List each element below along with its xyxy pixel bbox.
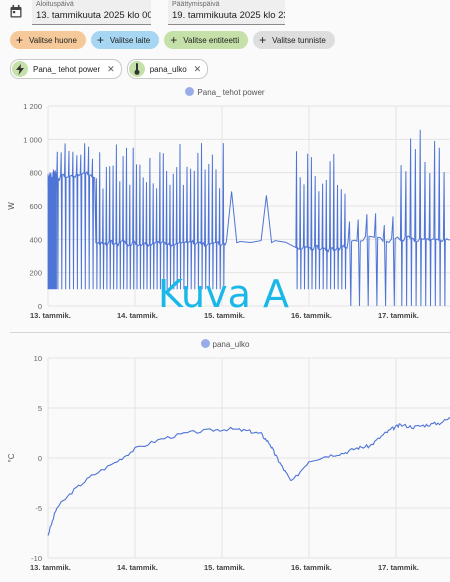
plus-icon: + bbox=[170, 33, 178, 47]
thermometer-icon bbox=[128, 61, 145, 77]
power-chart[interactable]: 0 200 400 600 800 1 000 1 200 13. tammik. 14. ta… bbox=[0, 98, 450, 328]
power-x-tick-label: 14. tammik. bbox=[117, 311, 158, 320]
selected-entity-name: pana_ulko bbox=[149, 64, 187, 74]
power-y-tick-label: 0 bbox=[38, 302, 42, 311]
selected-entity-chip-temperature[interactable]: pana_ulko ✕ bbox=[126, 59, 209, 79]
start-date-value: 13. tammikuuta 2025 klo 00.00 bbox=[36, 10, 151, 21]
remove-icon[interactable]: ✕ bbox=[193, 63, 202, 74]
temperature-x-tick-label: 17. tammik. bbox=[378, 563, 419, 572]
temperature-y-tick-label: -5 bbox=[35, 504, 42, 513]
temperature-y-tick-label: -10 bbox=[31, 554, 42, 563]
power-x-tick-label: 13. tammik. bbox=[30, 311, 71, 320]
choose-area-button[interactable]: + Valitse huone bbox=[10, 31, 86, 49]
calendar-icon[interactable] bbox=[10, 5, 22, 18]
end-date-field[interactable]: Päättymispäivä 19. tammikuuta 2025 klo 2… bbox=[168, 0, 285, 25]
power-y-tick-label: 800 bbox=[29, 169, 42, 178]
temperature-x-tick-label: 16. tammik. bbox=[291, 563, 332, 572]
end-date-value: 19. tammikuuta 2025 klo 23.59 bbox=[172, 10, 285, 21]
legend-dot bbox=[200, 339, 210, 348]
start-date-field[interactable]: Aloituspäivä 13. tammikuuta 2025 klo 00.… bbox=[32, 0, 151, 25]
lightning-icon bbox=[12, 61, 28, 77]
selected-entity-chip-power[interactable]: Pana_ tehot power ✕ bbox=[10, 59, 122, 79]
power-y-tick-label: 600 bbox=[29, 202, 42, 211]
legend-label: Pana_ tehot power bbox=[197, 88, 265, 97]
power-y-axis-label: W bbox=[7, 202, 16, 210]
power-chart-legend[interactable]: Pana_ tehot power bbox=[0, 87, 450, 97]
power-x-tick-label: 15. tammik. bbox=[204, 311, 245, 320]
plus-icon: + bbox=[96, 33, 104, 47]
temperature-y-tick-label: 0 bbox=[38, 454, 42, 463]
legend-dot bbox=[185, 87, 195, 96]
power-y-tick-label: 1 000 bbox=[23, 135, 42, 144]
plus-icon: + bbox=[259, 33, 267, 47]
choose-area-label: Valitse huone bbox=[29, 35, 77, 45]
temperature-x-tick-label: 13. tammik. bbox=[30, 563, 71, 572]
power-y-tick-label: 1 200 bbox=[23, 102, 42, 111]
selected-entities: Pana_ tehot power ✕ pana_ulko ✕ bbox=[10, 59, 209, 79]
choose-entity-label: Valitse entiteetti bbox=[183, 35, 240, 45]
end-date-label: Päättymispäivä bbox=[172, 1, 220, 8]
choose-device-label: Valitse laite bbox=[109, 35, 151, 45]
chart-divider bbox=[10, 332, 450, 333]
temperature-y-tick-label: 10 bbox=[34, 354, 42, 363]
choose-label-button[interactable]: + Valitse tunniste bbox=[253, 31, 335, 49]
selected-entity-name: Pana_ tehot power bbox=[33, 64, 101, 74]
temperature-series-line[interactable] bbox=[47, 404, 450, 536]
start-date-label: Aloituspäivä bbox=[36, 1, 74, 8]
temperature-x-tick-label: 14. tammik. bbox=[117, 563, 158, 572]
watermark-text: Kuva A bbox=[158, 272, 289, 316]
temperature-x-tick-label: 15. tammik. bbox=[204, 563, 245, 572]
temperature-chart[interactable]: -10 -5 0 5 10 13. tammik. 14. tammik. 15. tammi… bbox=[0, 350, 450, 582]
temperature-y-tick-label: 5 bbox=[38, 404, 42, 413]
power-series-line[interactable] bbox=[47, 129, 450, 307]
remove-icon[interactable]: ✕ bbox=[107, 63, 115, 74]
power-y-tick-label: 200 bbox=[29, 269, 42, 278]
power-y-tick-label: 400 bbox=[29, 235, 42, 244]
target-picker: + Valitse huone + Valitse laite + Valitse e… bbox=[10, 31, 335, 49]
choose-device-button[interactable]: + Valitse laite bbox=[90, 31, 160, 49]
temperature-chart-legend[interactable]: pana_ulko bbox=[0, 339, 450, 349]
choose-label-label: Valitse tunniste bbox=[272, 35, 326, 45]
power-x-tick-label: 17. tammik. bbox=[378, 311, 419, 320]
legend-label: pana_ulko bbox=[212, 340, 250, 349]
plus-icon: + bbox=[16, 33, 24, 47]
date-range-picker: Aloituspäivä 13. tammikuuta 2025 klo 00.… bbox=[0, 0, 450, 28]
power-x-tick-label: 16. tammik. bbox=[291, 311, 332, 320]
temperature-y-axis-label: °C bbox=[7, 453, 16, 462]
choose-entity-button[interactable]: + Valitse entiteetti bbox=[164, 31, 249, 49]
